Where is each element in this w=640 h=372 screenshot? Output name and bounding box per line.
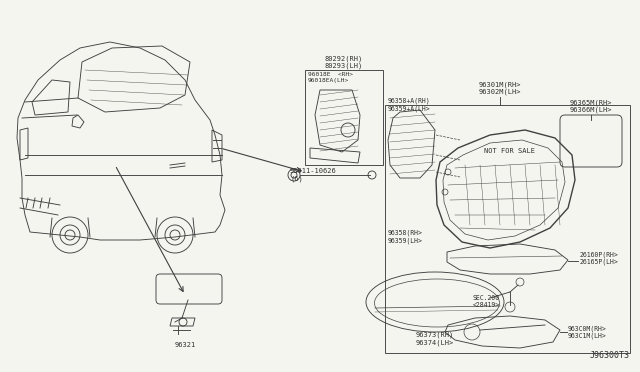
Text: 96301M(RH>
96302M(LH>: 96301M(RH> 96302M(LH> [479,81,521,95]
Bar [305,70,383,165]
Text: 80292(RH)
80293(LH): 80292(RH) 80293(LH) [325,55,363,69]
Text: 963C0M(RH>
963C1M(LH>: 963C0M(RH> 963C1M(LH> [568,325,607,339]
Text: NOT FOR SALE: NOT FOR SALE [484,148,536,154]
Text: 96018E  <RH>
96018EA(LH>: 96018E <RH> 96018EA(LH> [308,72,353,83]
Text: 96321: 96321 [174,342,196,348]
Text: SEC.200
<28419>: SEC.200 <28419> [473,295,500,308]
Text: 98911-10626
(6): 98911-10626 (6) [290,168,337,182]
Text: 96365M(RH>
96366M(LH>: 96365M(RH> 96366M(LH> [570,99,612,113]
Text: 96358(RH>
96359(LH>: 96358(RH> 96359(LH> [388,230,423,244]
Text: 96373(RH)
96374(LH>: 96373(RH) 96374(LH> [416,332,454,346]
Text: 96358+A(RH)
96359+A(LH>: 96358+A(RH) 96359+A(LH> [388,98,431,112]
Text: J96300T3: J96300T3 [590,351,630,360]
Bar [385,105,630,353]
Text: 26160P(RH>
26165P(LH>: 26160P(RH> 26165P(LH> [580,251,619,265]
